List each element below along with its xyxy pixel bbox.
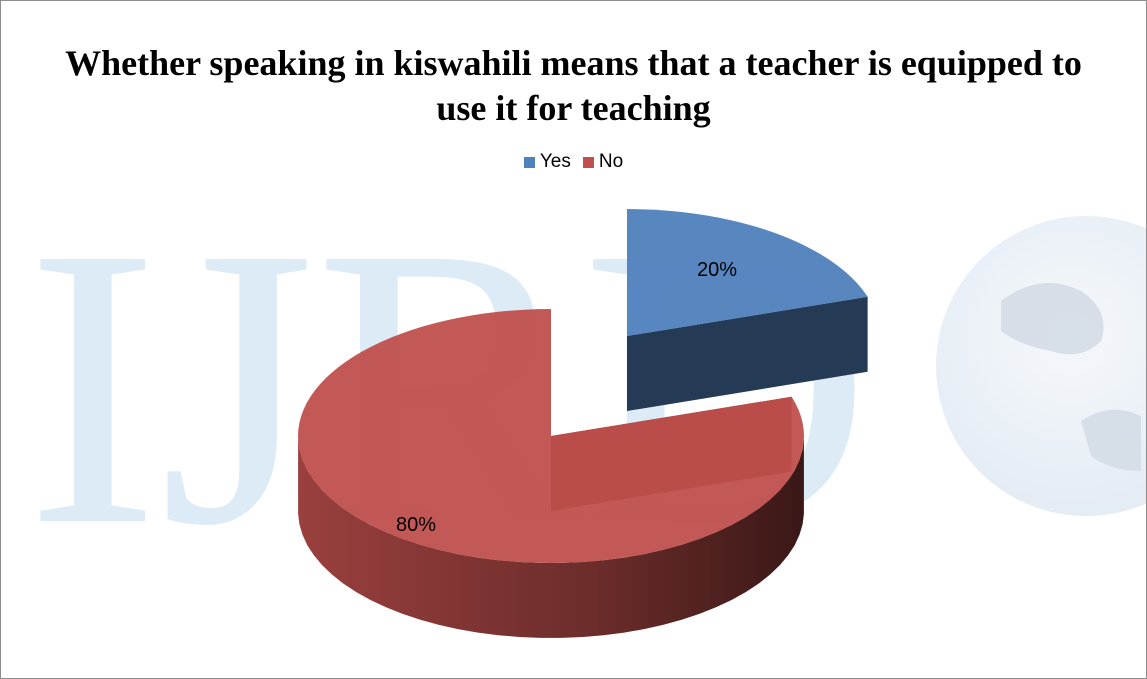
data-label-no: 80% [396,514,436,536]
legend: Yes No [1,151,1146,173]
data-label-yes: 20% [697,259,737,281]
legend-item-no: No [582,151,624,173]
chart-title: Whether speaking in kiswahili means that… [65,43,1082,128]
pie-slice-no: 80% [298,309,804,638]
legend-label-yes: Yes [539,151,571,172]
legend-label-no: No [598,151,624,172]
pie-slice-yes: 20% [627,209,868,411]
pie-slice-face [627,296,868,411]
pie-slice-wall [298,438,804,638]
pie-slice-top [627,209,868,336]
legend-swatch-no [582,156,594,168]
pie-slice-top [298,309,804,564]
legend-item-yes: Yes [523,151,571,173]
legend-swatch-yes [523,156,535,168]
